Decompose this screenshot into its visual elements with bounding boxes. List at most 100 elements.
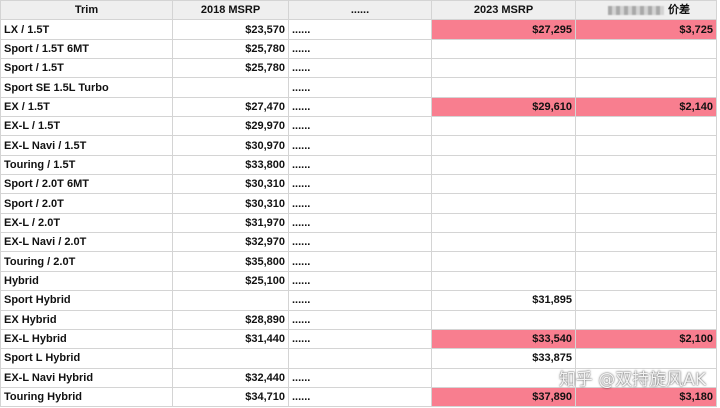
header-diff[interactable]: 价差 xyxy=(575,0,717,21)
price-diff-cell[interactable] xyxy=(575,232,717,253)
msrp-2023-cell[interactable]: $37,890 xyxy=(431,386,576,408)
trim-cell[interactable]: EX-L Navi / 1.5T xyxy=(0,135,173,156)
msrp-2023-cell[interactable] xyxy=(431,212,576,234)
trim-cell[interactable]: LX / 1.5T xyxy=(0,19,173,40)
msrp-2023-cell[interactable] xyxy=(431,309,576,330)
msrp-2018-cell[interactable]: $31,440 xyxy=(172,328,289,350)
price-diff-cell[interactable] xyxy=(575,77,717,98)
price-diff-cell[interactable]: $3,180 xyxy=(575,386,717,408)
msrp-2018-cell[interactable]: $25,780 xyxy=(172,38,289,60)
dots-cell[interactable]: ...... xyxy=(288,309,432,330)
msrp-2018-cell[interactable]: $27,470 xyxy=(172,96,289,118)
dots-cell[interactable]: ...... xyxy=(288,19,432,40)
msrp-2018-cell[interactable]: $31,970 xyxy=(172,212,289,234)
trim-cell[interactable]: EX / 1.5T xyxy=(0,96,173,118)
dots-cell[interactable]: ...... xyxy=(288,77,432,98)
price-diff-cell[interactable] xyxy=(575,270,717,292)
price-diff-cell[interactable] xyxy=(575,135,717,156)
price-diff-cell[interactable] xyxy=(575,193,717,214)
trim-cell[interactable]: EX-L Hybrid xyxy=(0,328,173,350)
trim-cell[interactable]: Sport L Hybrid xyxy=(0,348,173,369)
msrp-2023-cell[interactable] xyxy=(431,174,576,195)
msrp-2023-cell[interactable] xyxy=(431,77,576,98)
header-2018-msrp[interactable]: 2018 MSRP xyxy=(172,0,289,21)
trim-cell[interactable]: Sport / 1.5T 6MT xyxy=(0,38,173,60)
header-2023-msrp[interactable]: 2023 MSRP xyxy=(431,0,576,21)
trim-cell[interactable]: Touring / 1.5T xyxy=(0,154,173,176)
price-diff-cell[interactable]: $2,140 xyxy=(575,96,717,118)
msrp-2023-cell[interactable] xyxy=(431,135,576,156)
dots-cell[interactable]: ...... xyxy=(288,38,432,60)
trim-cell[interactable]: EX-L Navi Hybrid xyxy=(0,367,173,388)
msrp-2018-cell[interactable]: $30,310 xyxy=(172,193,289,214)
msrp-2023-cell[interactable] xyxy=(431,367,576,388)
msrp-2023-cell[interactable] xyxy=(431,193,576,214)
dots-cell[interactable]: ...... xyxy=(288,251,432,272)
msrp-2018-cell[interactable] xyxy=(172,348,289,369)
price-diff-cell[interactable] xyxy=(575,116,717,137)
price-diff-cell[interactable]: $2,100 xyxy=(575,328,717,350)
msrp-2018-cell[interactable]: $23,570 xyxy=(172,19,289,40)
dots-cell[interactable]: ...... xyxy=(288,290,432,311)
price-diff-cell[interactable] xyxy=(575,38,717,60)
trim-cell[interactable]: Touring / 2.0T xyxy=(0,251,173,272)
price-diff-cell[interactable] xyxy=(575,212,717,234)
price-diff-cell[interactable] xyxy=(575,309,717,330)
msrp-2018-cell[interactable]: $28,890 xyxy=(172,309,289,330)
trim-cell[interactable]: EX Hybrid xyxy=(0,309,173,330)
price-diff-cell[interactable] xyxy=(575,154,717,176)
trim-cell[interactable]: Hybrid xyxy=(0,270,173,292)
trim-cell[interactable]: EX-L / 1.5T xyxy=(0,116,173,137)
price-diff-cell[interactable]: $3,725 xyxy=(575,19,717,40)
msrp-2023-cell[interactable] xyxy=(431,251,576,272)
trim-cell[interactable]: Sport Hybrid xyxy=(0,290,173,311)
dots-cell[interactable]: ...... xyxy=(288,212,432,234)
price-diff-cell[interactable] xyxy=(575,58,717,79)
dots-cell[interactable]: ...... xyxy=(288,174,432,195)
dots-cell[interactable]: ...... xyxy=(288,328,432,350)
trim-cell[interactable]: Sport SE 1.5L Turbo xyxy=(0,77,173,98)
msrp-2023-cell[interactable]: $33,875 xyxy=(431,348,576,369)
msrp-2023-cell[interactable] xyxy=(431,154,576,176)
msrp-2018-cell[interactable] xyxy=(172,290,289,311)
dots-cell[interactable]: ...... xyxy=(288,386,432,408)
msrp-2023-cell[interactable] xyxy=(431,38,576,60)
dots-cell[interactable]: ...... xyxy=(288,154,432,176)
msrp-2023-cell[interactable]: $33,540 xyxy=(431,328,576,350)
trim-cell[interactable]: Sport / 2.0T 6MT xyxy=(0,174,173,195)
dots-cell[interactable]: ...... xyxy=(288,135,432,156)
msrp-2018-cell[interactable]: $29,970 xyxy=(172,116,289,137)
msrp-2018-cell[interactable]: $35,800 xyxy=(172,251,289,272)
header-trim[interactable]: Trim xyxy=(0,0,173,21)
msrp-2018-cell[interactable]: $25,100 xyxy=(172,270,289,292)
dots-cell[interactable]: ...... xyxy=(288,58,432,79)
price-diff-cell[interactable] xyxy=(575,290,717,311)
trim-cell[interactable]: Sport / 1.5T xyxy=(0,58,173,79)
trim-cell[interactable]: Sport / 2.0T xyxy=(0,193,173,214)
price-diff-cell[interactable] xyxy=(575,174,717,195)
header-dots[interactable]: ...... xyxy=(288,0,432,21)
msrp-2018-cell[interactable]: $32,970 xyxy=(172,232,289,253)
msrp-2023-cell[interactable] xyxy=(431,58,576,79)
msrp-2023-cell[interactable] xyxy=(431,116,576,137)
msrp-2023-cell[interactable]: $31,895 xyxy=(431,290,576,311)
dots-cell[interactable]: ...... xyxy=(288,270,432,292)
msrp-2023-cell[interactable]: $29,610 xyxy=(431,96,576,118)
price-diff-cell[interactable] xyxy=(575,367,717,388)
dots-cell[interactable]: ...... xyxy=(288,232,432,253)
trim-cell[interactable]: EX-L / 2.0T xyxy=(0,212,173,234)
dots-cell[interactable]: ...... xyxy=(288,96,432,118)
msrp-2018-cell[interactable]: $32,440 xyxy=(172,367,289,388)
dots-cell[interactable]: ...... xyxy=(288,116,432,137)
dots-cell[interactable] xyxy=(288,348,432,369)
price-diff-cell[interactable] xyxy=(575,251,717,272)
msrp-2018-cell[interactable]: $25,780 xyxy=(172,58,289,79)
msrp-2018-cell[interactable]: $30,310 xyxy=(172,174,289,195)
msrp-2023-cell[interactable]: $27,295 xyxy=(431,19,576,40)
dots-cell[interactable]: ...... xyxy=(288,367,432,388)
msrp-2018-cell[interactable]: $30,970 xyxy=(172,135,289,156)
msrp-2018-cell[interactable]: $33,800 xyxy=(172,154,289,176)
msrp-2018-cell[interactable]: $34,710 xyxy=(172,386,289,408)
price-diff-cell[interactable] xyxy=(575,348,717,369)
msrp-2018-cell[interactable] xyxy=(172,77,289,98)
